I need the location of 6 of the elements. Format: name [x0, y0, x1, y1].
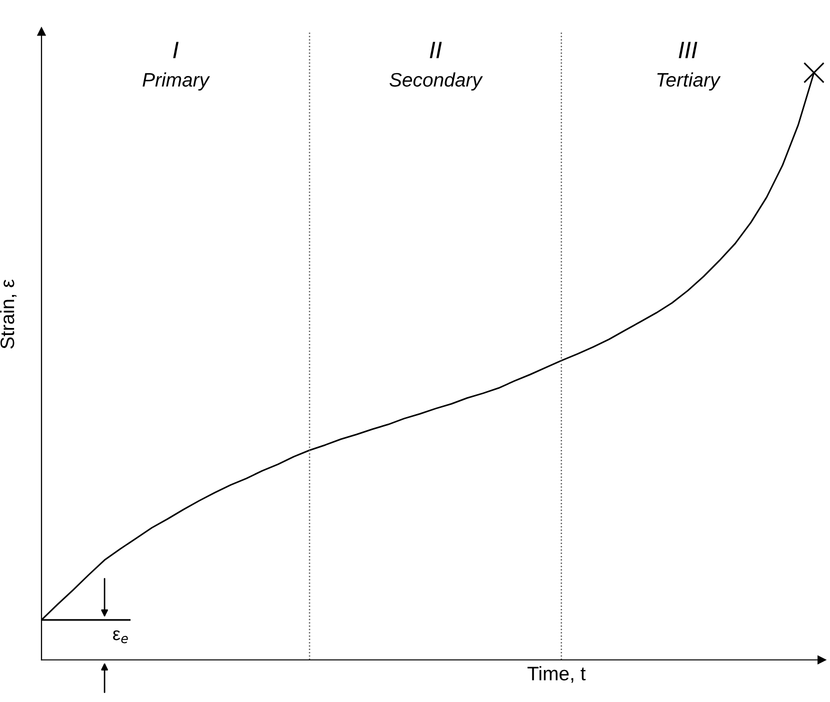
annotation: I Primary	[142, 42, 210, 91]
y-axis-title: Strain, ε	[0, 280, 17, 349]
annotation: II Secondary	[390, 42, 483, 91]
annotation: III Tertiary	[657, 42, 721, 91]
annotation: ε$_{e}$	[113, 630, 128, 644]
x-axis-title: Time, t	[528, 666, 586, 683]
